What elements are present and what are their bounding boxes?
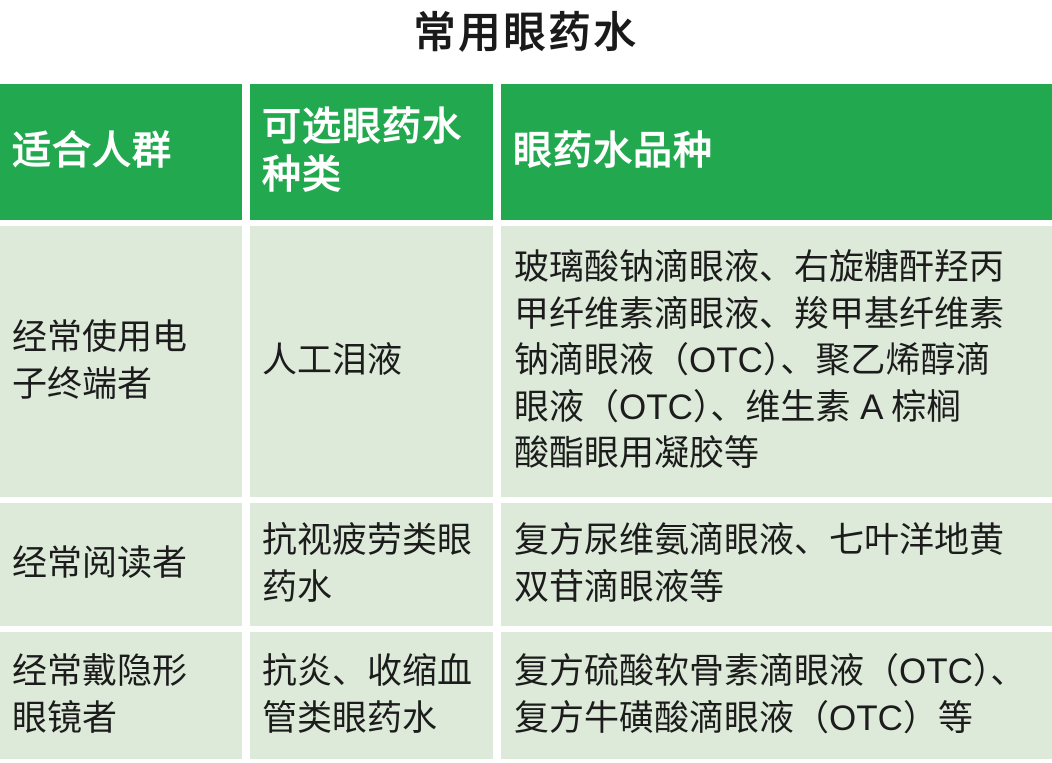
row2-type-cell: 抗视疲劳类眼 药水 [250,503,493,626]
row3-population-cell: 经常戴隐形 眼镜者 [0,632,242,759]
row2-population-cell: 经常阅读者 [0,503,242,626]
row1-population-cell: 经常使用电 子终端者 [0,226,242,497]
row2-products-cell: 复方尿维氨滴眼液、七叶洋地黄 双苷滴眼液等 [501,503,1052,626]
row3-products-cell: 复方硫酸软骨素滴眼液（OTC）、 复方牛磺酸滴眼液（OTC）等 [501,632,1052,759]
eye-drops-table: 适合人群 可选眼药水 种类 眼药水品种 经常使用电 子终端者 人工泪液 玻璃酸钠… [0,84,1052,759]
row1-type-cell: 人工泪液 [250,226,493,497]
page-title: 常用眼药水 [413,9,639,56]
row3-type-cell: 抗炎、收缩血 管类眼药水 [250,632,493,759]
column-header-products: 眼药水品种 [501,84,1052,220]
row1-products-cell: 玻璃酸钠滴眼液、右旋糖酐羟丙 甲纤维素滴眼液、羧甲基纤维素 钠滴眼液（OTC）、… [501,226,1052,497]
column-header-population: 适合人群 [0,84,242,220]
column-header-type: 可选眼药水 种类 [250,84,493,220]
